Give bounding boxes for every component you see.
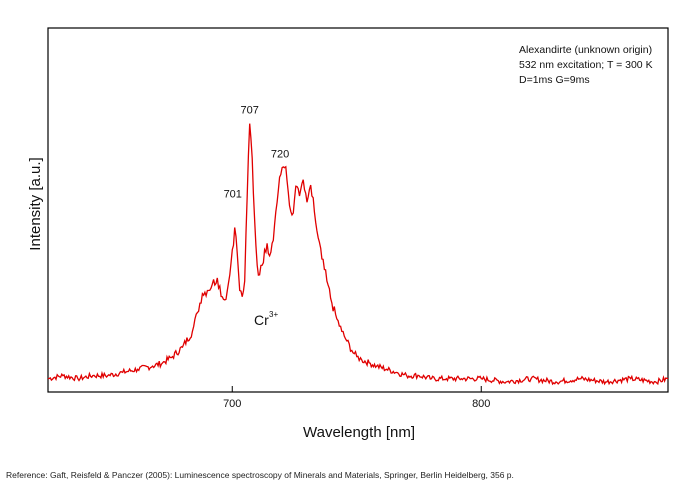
peak-label: 707	[241, 105, 259, 117]
y-axis-title: Intensity [a.u.]	[27, 157, 44, 250]
reference-citation: Reference: Gaft, Reisfeld & Panczer (200…	[6, 470, 514, 480]
spectrum-series-line	[47, 123, 669, 386]
info-line-2: 532 nm excitation; T = 300 K	[519, 59, 653, 71]
x-axis-ticks: 700 800	[223, 386, 490, 410]
peak-label: 720	[271, 149, 289, 161]
info-line-1: Alexandirte (unknown origin)	[519, 44, 652, 56]
ion-label-base: Cr	[254, 312, 269, 328]
ion-label: Cr	[254, 312, 269, 328]
luminescence-chart: 700 800 707 720 701 Cr 3+ Alexandirte (unkn…	[27, 27, 669, 441]
x-tick-label: 800	[472, 398, 490, 410]
peak-label: 701	[224, 189, 242, 201]
plot-frame	[47, 27, 669, 393]
peak-annotations: 707 720 701	[224, 105, 290, 201]
x-axis-title: Wavelength [nm]	[303, 424, 415, 441]
x-tick-label: 700	[223, 398, 241, 410]
info-line-3: D=1ms G=9ms	[519, 74, 590, 86]
ion-label-superscript: 3+	[269, 310, 278, 319]
